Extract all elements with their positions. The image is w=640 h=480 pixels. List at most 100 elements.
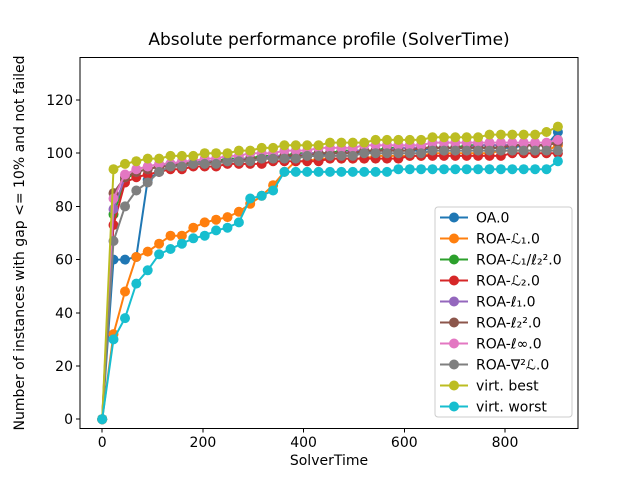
- series-marker-1: [165, 230, 176, 241]
- series-marker-9: [404, 164, 415, 175]
- series-marker-8: [552, 121, 563, 132]
- series-marker-8: [131, 156, 142, 167]
- series-marker-9: [176, 238, 187, 249]
- series-marker-8: [108, 164, 119, 175]
- axes-frame: [79, 57, 579, 429]
- series-marker-9: [131, 278, 142, 289]
- series-marker-7: [347, 150, 358, 161]
- series-marker-6: [108, 193, 119, 204]
- legend-label-4: ROA-ℓ₁.0: [476, 295, 536, 311]
- series-marker-1: [142, 246, 153, 257]
- series-marker-7: [325, 150, 335, 161]
- series-marker-8: [359, 137, 370, 148]
- series-marker-9: [347, 166, 358, 177]
- legend-key-marker-0: [449, 212, 459, 223]
- series-marker-7: [211, 158, 222, 169]
- series-marker-8: [176, 150, 187, 161]
- series-marker-8: [165, 150, 176, 161]
- series-marker-9: [473, 164, 484, 175]
- series-marker-7: [176, 161, 187, 172]
- series-marker-9: [484, 164, 495, 175]
- series-marker-1: [222, 212, 233, 223]
- series-marker-7: [370, 148, 381, 159]
- series-marker-7: [495, 145, 506, 156]
- series-marker-8: [404, 134, 415, 145]
- series-marker-7: [120, 201, 130, 212]
- series-marker-1: [188, 222, 199, 233]
- series-marker-8: [233, 145, 244, 156]
- legend-label-2: ROA-ℒ₁/ℓ₂².0: [476, 253, 562, 269]
- x-tick-label: 400: [290, 435, 317, 451]
- y-tick-label: 40: [55, 306, 73, 322]
- series-marker-1: [199, 217, 210, 228]
- legend-key-marker-4: [449, 296, 459, 307]
- y-axis: 0 20 40 60 80 100 120: [46, 93, 80, 428]
- series-marker-7: [552, 145, 563, 156]
- series-marker-1: [176, 230, 187, 241]
- series-marker-7: [256, 153, 267, 164]
- series-marker-8: [120, 158, 130, 169]
- y-tick-label: 120: [46, 93, 73, 109]
- legend-key-marker-6: [449, 338, 459, 349]
- series-marker-8: [279, 140, 290, 151]
- series-marker-6: [518, 137, 529, 148]
- series-marker-6: [120, 169, 130, 180]
- series-marker-9: [416, 164, 427, 175]
- legend-key-marker-5: [449, 317, 459, 328]
- series-marker-1: [131, 252, 142, 262]
- series-marker-7: [541, 145, 552, 156]
- series-marker-8: [222, 148, 233, 159]
- x-tick-label: 0: [98, 435, 107, 451]
- series-marker-9: [325, 166, 335, 177]
- series-marker-9: [439, 164, 449, 175]
- series-marker-7: [290, 153, 301, 164]
- series-marker-7: [484, 145, 495, 156]
- series-marker-7: [142, 177, 153, 188]
- series-marker-9: [97, 414, 108, 425]
- series-marker-9: [256, 190, 267, 201]
- series-marker-8: [382, 134, 392, 145]
- series-marker-7: [473, 145, 484, 156]
- y-axis-label: Number of instances with gap <= 10% and …: [12, 55, 28, 430]
- series-marker-9: [530, 164, 541, 175]
- series-marker-8: [188, 150, 199, 161]
- series-marker-9: [279, 166, 290, 177]
- series-marker-8: [450, 132, 461, 143]
- series-marker-7: [313, 150, 324, 161]
- series-marker-9: [393, 164, 404, 175]
- series-marker-6: [484, 137, 495, 148]
- series-marker-9: [268, 185, 279, 196]
- series-marker-8: [268, 142, 279, 153]
- y-tick-label: 0: [64, 412, 73, 428]
- series-marker-9: [154, 249, 165, 260]
- x-tick-label: 800: [492, 435, 519, 451]
- legend-label-6: ROA-ℓ∞.0: [476, 337, 542, 353]
- legend: OA.0 ROA-ℒ₁.0 ROA-ℒ₁/ℓ₂².0 ROA-ℒ₂.0 ROA-ℓ₁.0…: [434, 206, 573, 418]
- legend-label-3: ROA-ℒ₂.0: [476, 274, 540, 290]
- series-marker-7: [416, 148, 427, 159]
- series-marker-9: [211, 225, 222, 236]
- legend-label-0: OA.0: [476, 211, 509, 227]
- series-marker-8: [473, 132, 484, 143]
- x-axis: 0 200 400 600 800: [98, 428, 519, 451]
- series-marker-8: [142, 153, 153, 164]
- series-marker-8: [347, 137, 358, 148]
- series-marker-7: [382, 148, 392, 159]
- series-marker-7: [302, 150, 313, 161]
- series-marker-0: [120, 254, 130, 265]
- series-marker-7: [507, 145, 518, 156]
- series-marker-6: [541, 137, 552, 148]
- series-marker-6: [507, 137, 518, 148]
- legend-key-marker-3: [449, 275, 459, 286]
- legend-key-marker-7: [449, 359, 459, 370]
- x-tick-label: 200: [190, 435, 217, 451]
- series-marker-6: [142, 161, 153, 172]
- series-marker-9: [120, 313, 130, 324]
- series-marker-7: [530, 145, 541, 156]
- series-marker-8: [256, 142, 267, 153]
- series-marker-9: [518, 164, 529, 175]
- series-marker-8: [154, 153, 165, 164]
- series-marker-8: [393, 134, 404, 145]
